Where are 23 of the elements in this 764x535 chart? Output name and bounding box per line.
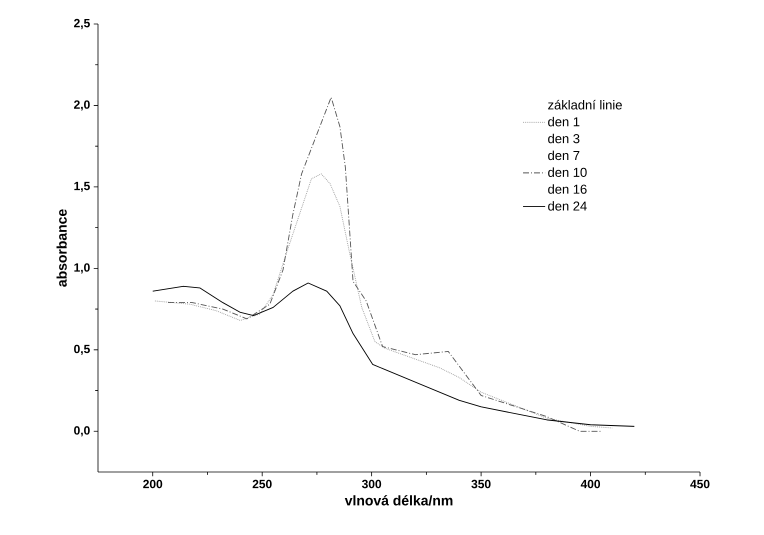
line-series	[152, 282, 635, 427]
x-tick-label: 350	[471, 480, 491, 488]
y-tick-label: 1,0	[74, 263, 90, 274]
y-tick-label: 0,0	[74, 426, 90, 436]
x-tick-label: 300	[362, 480, 382, 488]
line-series	[168, 96, 602, 432]
y-tick-label: 1,5	[74, 182, 90, 192]
text: den 7	[548, 150, 580, 160]
x-tick-label: 200	[143, 480, 162, 488]
y-tick-label: 0,5	[74, 344, 90, 355]
x-axis-title: vlnová délka/nm	[344, 495, 452, 506]
legend-label: den 10	[548, 167, 587, 177]
legend-label: den 24	[548, 201, 587, 211]
x-tick-label: 400	[580, 480, 600, 488]
y-tick-label: 2,5	[74, 18, 90, 30]
y-tick-label: 2,0	[74, 100, 90, 111]
x-tick-label: 250	[252, 480, 272, 488]
y-axis-title: absorbance	[56, 209, 67, 287]
text: den 3	[548, 134, 580, 144]
text: den 16	[548, 184, 587, 194]
legend-label: den 1	[548, 116, 580, 126]
text: základní linie	[548, 100, 622, 110]
x-tick-label: 450	[690, 480, 710, 488]
